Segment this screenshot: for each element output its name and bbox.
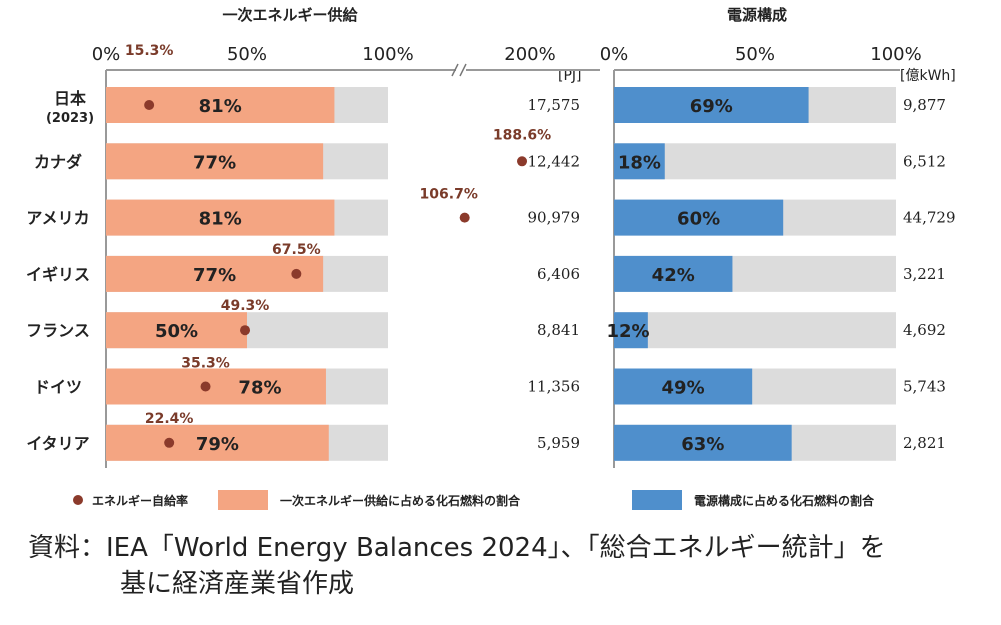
category-label: 日本	[54, 89, 86, 108]
power-fossil-label: 49%	[662, 378, 705, 399]
primary-fossil-label: 78%	[238, 378, 281, 399]
left-chart-title: 一次エネルギー供給	[222, 6, 358, 24]
legend-primary-fossil: 一次エネルギー供給に占める化石燃料の割合	[280, 493, 521, 508]
self-sufficiency-markers: 15.3% 188.6% 106.7% 67.5% 49.3% 35.3% 22.4%	[125, 43, 551, 448]
total-values: 17,575 9,877 12,442 6,512 90,979 44,729 6,406 3…	[528, 96, 956, 452]
right-chart-title: 電源構成	[727, 6, 787, 24]
primary-fossil-label: 81%	[199, 209, 242, 230]
category-label: フランス	[26, 321, 90, 340]
power-fossil-label: 18%	[618, 152, 661, 173]
right-tick-0: 0%	[600, 44, 629, 65]
primary-total-value: 11,356	[528, 378, 581, 396]
self-sufficiency-dot	[459, 212, 470, 223]
power-fossil-bar	[614, 312, 648, 349]
legend: エネルギー自給率 一次エネルギー供給に占める化石燃料の割合 電源構成に占める化石…	[73, 490, 875, 510]
power-fossil-bar	[614, 424, 792, 461]
power-fossil-label: 63%	[681, 434, 724, 455]
primary-total-value: 12,442	[528, 152, 581, 170]
axis-break-mark-1	[451, 63, 459, 77]
power-fossil-label: 42%	[652, 265, 695, 286]
category-label: ドイツ	[34, 378, 82, 397]
power-fossil-bar	[614, 87, 809, 123]
primary-fossil-bar	[106, 424, 329, 461]
primary-total-value: 17,575	[528, 96, 581, 114]
power-bar-background	[614, 312, 896, 349]
primary-fossil-bar	[106, 143, 324, 180]
primary-total-value: 5,959	[537, 434, 580, 452]
power-fossil-bar	[614, 368, 753, 405]
left-tick-200: 200%	[504, 44, 555, 65]
primary-fossil-bar	[106, 368, 326, 405]
left-tick-0: 0%	[92, 44, 121, 65]
legend-self-sufficiency: エネルギー自給率	[92, 493, 188, 508]
primary-energy-bars: 81% 77% 81% 77% 50% 78% 79%	[106, 87, 388, 461]
chart-svg: 一次エネルギー供給 電源構成 0% 50% 100% 200% 0% 50% 1…	[26, 6, 956, 510]
self-sufficiency-label: 35.3%	[181, 356, 230, 372]
power-total-value: 6,512	[903, 152, 946, 170]
primary-total-value: 8,841	[537, 321, 580, 339]
left-unit-label: [PJ]	[558, 68, 582, 84]
power-total-value: 2,821	[903, 434, 946, 452]
primary-fossil-bar	[106, 87, 335, 123]
power-fossil-bar	[614, 199, 784, 236]
self-sufficiency-label: 188.6%	[493, 127, 551, 143]
self-sufficiency-dot	[144, 100, 155, 110]
primary-fossil-label: 77%	[193, 152, 236, 173]
power-fossil-bar	[614, 255, 733, 292]
primary-fossil-label: 81%	[199, 96, 242, 117]
primary-fossil-label: 77%	[193, 265, 236, 286]
left-tick-100: 100%	[362, 44, 413, 65]
category-label: アメリカ	[26, 209, 89, 228]
power-total-value: 9,877	[903, 96, 946, 114]
primary-fossil-bar	[106, 255, 324, 292]
primary-fossil-bar	[106, 199, 335, 236]
right-tick-50: 50%	[735, 44, 775, 65]
legend-dot-marker	[73, 495, 83, 505]
primary-fossil-bar	[106, 312, 247, 349]
category-label: カナダ	[34, 152, 82, 171]
power-total-value: 3,221	[903, 265, 946, 283]
self-sufficiency-dot	[164, 437, 175, 448]
primary-total-value: 6,406	[537, 265, 580, 283]
category-label: イギリス	[26, 265, 90, 284]
power-fossil-label: 12%	[606, 321, 649, 342]
right-tick-100: 100%	[870, 44, 921, 65]
primary-fossil-label: 79%	[196, 434, 239, 455]
primary-total-value: 90,979	[528, 209, 581, 227]
self-sufficiency-label: 15.3%	[125, 43, 174, 59]
self-sufficiency-label: 49.3%	[221, 298, 270, 314]
power-fossil-bar	[614, 143, 665, 180]
right-unit-label: [億kWh]	[900, 68, 956, 84]
axis-break-mark-2	[459, 63, 467, 77]
legend-power-swatch	[632, 490, 682, 510]
legend-power-fossil: 電源構成に占める化石燃料の割合	[694, 493, 875, 508]
self-sufficiency-label: 22.4%	[145, 411, 194, 427]
category-label: イタリア	[26, 434, 89, 453]
source-line-2: 基に経済産業省作成	[120, 569, 355, 599]
power-fossil-label: 69%	[690, 96, 733, 117]
power-total-value: 44,729	[903, 209, 956, 227]
power-total-value: 4,692	[903, 321, 946, 339]
power-total-value: 5,743	[903, 378, 946, 396]
left-tick-50: 50%	[227, 44, 267, 65]
self-sufficiency-dot	[200, 381, 211, 392]
category-year-note: (2023)	[46, 111, 94, 126]
power-fossil-label: 60%	[677, 209, 720, 230]
source-note: 資料：IEA「World Energy Balances 2024」、「総合エネ…	[28, 530, 886, 602]
primary-fossil-label: 50%	[155, 321, 198, 342]
self-sufficiency-dot	[517, 156, 528, 167]
source-line-1: 資料：IEA「World Energy Balances 2024」、「総合エネ…	[28, 533, 886, 563]
self-sufficiency-label: 67.5%	[272, 242, 321, 258]
self-sufficiency-dot	[240, 325, 251, 336]
self-sufficiency-label: 106.7%	[420, 187, 478, 203]
self-sufficiency-dot	[291, 268, 302, 279]
power-mix-bars: 69% 18% 60% 42% 12% 49% 63%	[606, 87, 896, 461]
legend-primary-swatch	[218, 490, 268, 510]
